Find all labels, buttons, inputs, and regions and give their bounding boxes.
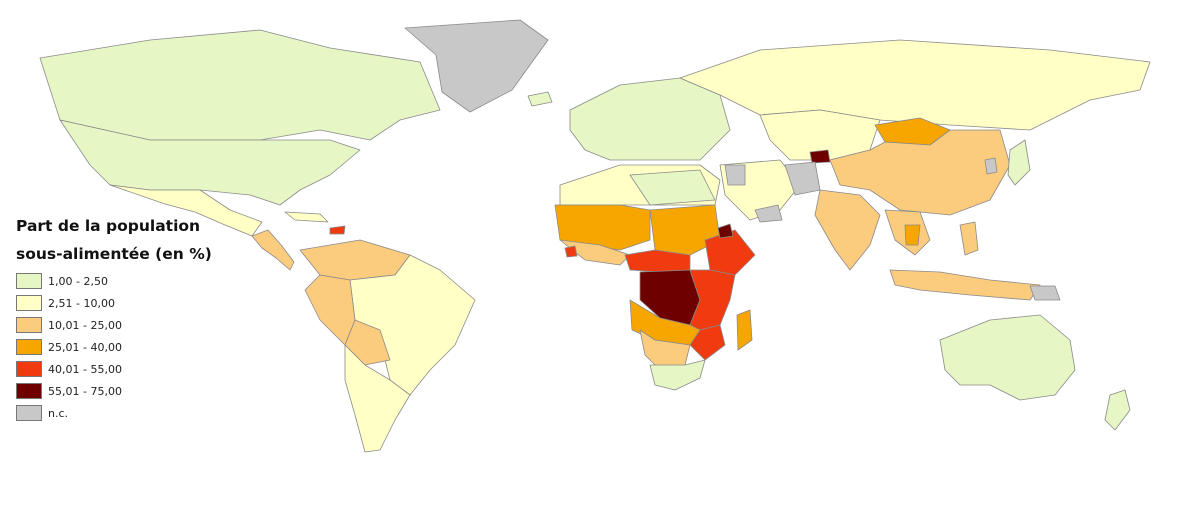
country-madagascar <box>736 309 753 351</box>
country-india <box>814 189 881 271</box>
country-bolivia <box>344 319 391 366</box>
legend-label: 2,51 - 10,00 <box>48 296 115 310</box>
legend-item: 55,01 - 75,00 <box>16 380 212 402</box>
country-haiti <box>329 225 346 235</box>
country-indonesia <box>889 269 1041 301</box>
country-tajikistan <box>809 149 831 164</box>
country-argentina-chile <box>344 344 411 453</box>
country-philippines <box>959 221 979 256</box>
legend-swatch <box>16 295 42 311</box>
country-russia <box>679 39 1151 131</box>
country-south-africa <box>649 359 706 391</box>
legend: Part de la population sous-alimentée (en… <box>16 212 212 424</box>
country-cambodia-laos <box>904 224 921 246</box>
country-libya-egypt <box>629 169 716 206</box>
country-greenland <box>404 19 549 113</box>
country-chad-sudan <box>649 204 721 256</box>
legend-item: 2,51 - 10,00 <box>16 292 212 314</box>
legend-item: n.c. <box>16 402 212 424</box>
country-west-coast <box>559 239 631 266</box>
legend-label: 55,01 - 75,00 <box>48 384 122 398</box>
country-japan <box>1007 139 1031 186</box>
country-korea <box>984 157 998 175</box>
country-new-zealand <box>1104 389 1131 431</box>
legend-title: Part de la population sous-alimentée (en… <box>16 217 212 263</box>
legend-swatch <box>16 339 42 355</box>
country-australia <box>939 314 1076 401</box>
legend-swatch <box>16 273 42 289</box>
country-iceland <box>527 91 553 107</box>
country-europe <box>569 77 731 161</box>
country-canada <box>39 29 441 141</box>
country-png <box>1029 285 1061 301</box>
legend-swatch <box>16 383 42 399</box>
legend-swatch <box>16 361 42 377</box>
country-iraq <box>724 164 746 186</box>
legend-swatch <box>16 317 42 333</box>
country-central-africa <box>624 249 691 273</box>
country-mexico <box>109 184 263 237</box>
country-south-america-north <box>299 239 411 281</box>
legend-item: 10,01 - 25,00 <box>16 314 212 336</box>
legend-item: 1,00 - 2,50 <box>16 270 212 292</box>
country-peru-ecuador <box>304 274 356 346</box>
country-mozambique-zimbabwe <box>689 324 726 361</box>
country-cuba <box>284 211 329 223</box>
legend-label: 1,00 - 2,50 <box>48 274 108 288</box>
country-sierra-leone <box>564 245 578 258</box>
country-eritrea <box>717 223 734 239</box>
legend-item: 25,01 - 40,00 <box>16 336 212 358</box>
legend-item: 40,01 - 55,00 <box>16 358 212 380</box>
legend-label: 10,01 - 25,00 <box>48 318 122 332</box>
legend-swatch <box>16 405 42 421</box>
legend-label: n.c. <box>48 406 69 420</box>
country-yemen <box>754 204 783 223</box>
country-central-america <box>251 229 295 271</box>
legend-label: 25,01 - 40,00 <box>48 340 122 354</box>
legend-label: 40,01 - 55,00 <box>48 362 122 376</box>
